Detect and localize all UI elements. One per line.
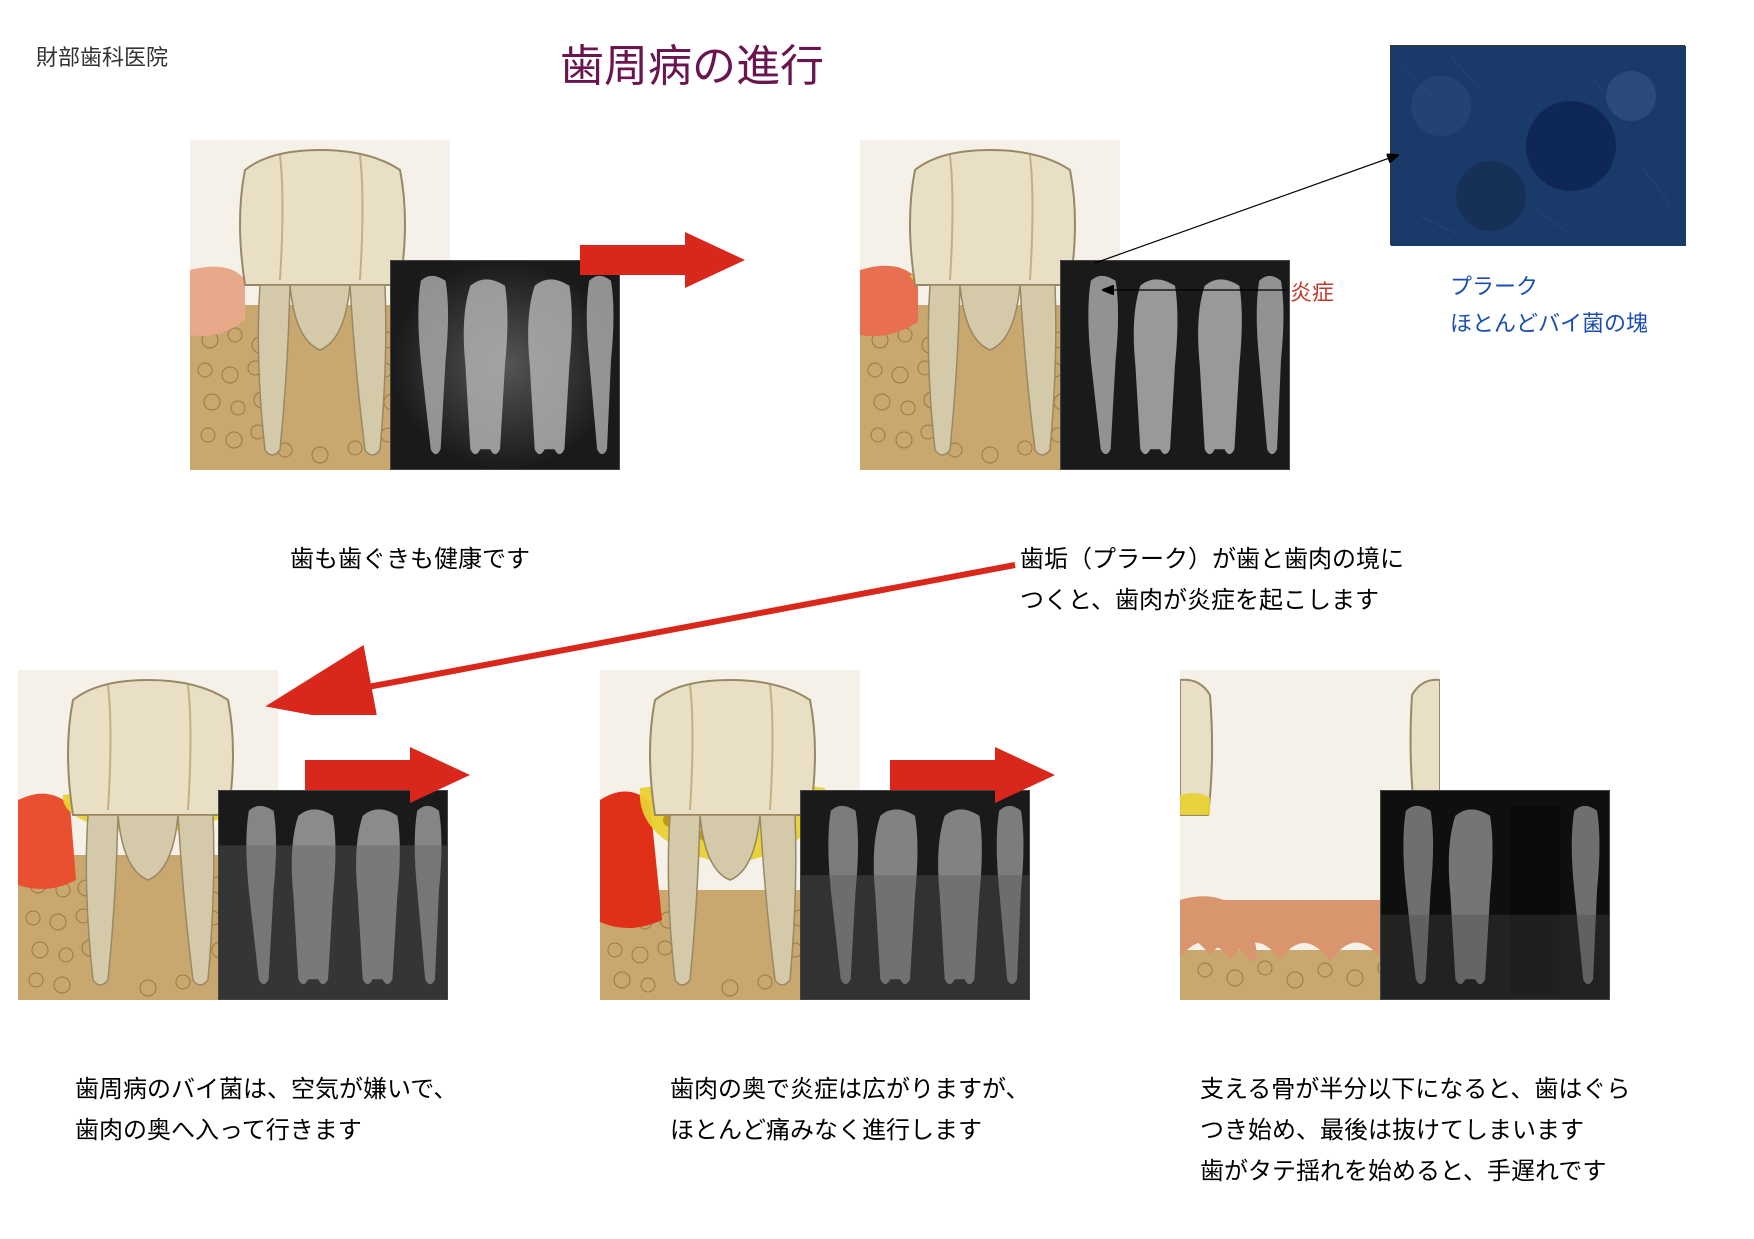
clinic-name: 財部歯科医院	[36, 40, 168, 72]
stage-4-caption: 歯肉の奥で炎症は広がりますが、 ほとんど痛みなく進行します	[670, 1070, 1030, 1152]
arrow-3-to-4	[300, 745, 475, 805]
stage-5-image	[1180, 670, 1600, 1000]
inflammation-arrow	[1095, 278, 1295, 303]
stage-4	[600, 670, 1020, 1000]
plaque-arrow	[1080, 145, 1420, 275]
stage-1	[190, 140, 610, 470]
xray-3	[218, 790, 448, 1000]
stage-2-caption: 歯垢（プラーク）が歯と歯肉の境に つくと、歯肉が炎症を起こします	[1020, 540, 1404, 622]
arrow-2-to-3	[265, 555, 1025, 715]
stage-3-image	[18, 670, 438, 1000]
xray-5	[1380, 790, 1610, 1000]
arrow-4-to-5	[885, 745, 1060, 805]
xray-1	[390, 260, 620, 470]
stage-3	[18, 670, 438, 1000]
arrow-1-to-2	[575, 230, 750, 290]
inflammation-label: 炎症	[1290, 275, 1334, 307]
microscope-image	[1390, 45, 1685, 245]
xray-4	[800, 790, 1030, 1000]
stage-5-caption: 支える骨が半分以下になると、歯はぐら つき始め、最後は抜けてしまいます 歯がタテ…	[1200, 1070, 1630, 1192]
page-title: 歯周病の進行	[560, 30, 824, 94]
plaque-label-line2: ほとんどバイ菌の塊	[1450, 311, 1648, 336]
stage-4-image	[600, 670, 1020, 1000]
plaque-label: プラーク ほとんどバイ菌の塊	[1450, 268, 1648, 343]
plaque-label-line1: プラーク	[1450, 274, 1538, 299]
stage-5	[1180, 670, 1600, 1000]
stage-3-caption: 歯周病のバイ菌は、空気が嫌いで、 歯肉の奥へ入って行きます	[75, 1070, 457, 1152]
stage-1-image	[190, 140, 610, 470]
